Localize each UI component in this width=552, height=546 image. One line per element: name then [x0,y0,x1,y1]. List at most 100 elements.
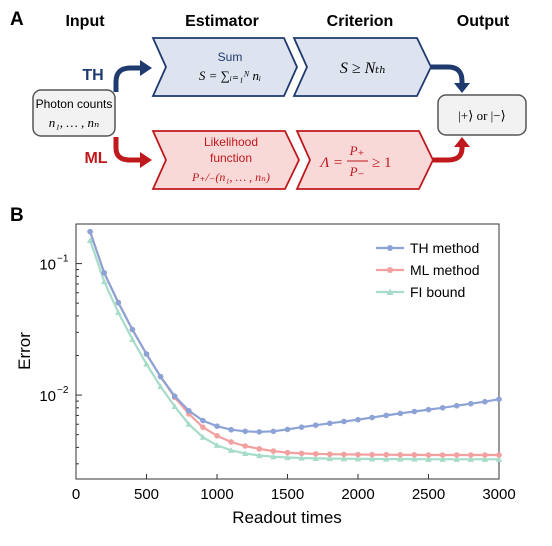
data-point [495,456,503,462]
data-point [411,452,418,458]
th-estimator-chevron [151,37,298,97]
th-output-arrowhead [454,83,470,93]
data-point [341,451,347,458]
data-point [256,452,263,459]
data-point [312,455,319,461]
th-input-arrow [113,65,142,92]
data-point [383,412,390,419]
series-layer [86,228,503,462]
data-point [200,424,206,430]
data-point [312,451,319,457]
ml-estimator-line2: function [210,151,252,165]
data-point [256,446,263,452]
data-point [439,452,446,458]
y-tick-label: 10 [39,388,56,405]
data-point [383,451,390,458]
data-point [411,408,418,415]
data-point [482,452,488,458]
data-point [270,453,277,460]
ml-criterion-rhs: ≥ 1 [372,155,391,171]
ml-criterion-den: P₋ [349,164,365,179]
x-axis-label: Readout times [232,508,342,527]
y-tick-exponent: −1 [57,254,69,265]
legend-marker [386,288,394,295]
th-criterion-text: S ≥ Nₜₕ [340,60,386,77]
y-tick-exponent: −2 [57,385,69,396]
data-point [453,452,460,458]
data-point [368,455,376,462]
legend-label: FI bound [410,284,465,300]
data-point [129,326,136,333]
ml-label: ML [84,150,107,167]
x-tick-label: 1000 [200,486,233,503]
data-point [425,456,432,462]
data-point [284,454,291,461]
data-point [355,416,361,423]
data-point [115,299,122,306]
data-point [228,439,234,445]
data-point [340,455,348,462]
ml-input-arrow [113,137,142,163]
data-point [496,396,502,403]
x-tick-label: 1500 [271,486,304,503]
data-point [199,434,207,440]
x-tick-label: 0 [72,486,80,503]
data-point [397,455,404,462]
data-point [284,449,291,456]
data-point [185,421,192,427]
panel-b-label: B [10,205,24,226]
data-point [327,451,333,458]
th-estimator-formula: S = ∑ᵢ₌₁ᴺ nᵢ [199,68,261,83]
ml-output-arrowhead [454,137,470,147]
series-line [89,240,499,461]
data-point [298,450,305,457]
data-point [242,450,249,456]
data-point [284,426,291,433]
data-point [411,455,418,462]
header-criterion: Criterion [327,13,394,30]
legend: TH method ML method FI bound [376,240,480,300]
th-criterion-chevron [292,37,432,97]
data-point [425,406,432,413]
data-point [213,442,221,448]
data-point [481,456,489,462]
input-box-line1: Photon counts [36,97,113,111]
data-point [200,417,206,424]
ml-estimator-chevron [151,130,300,190]
x-tick-label: 2500 [412,486,445,503]
data-point [157,373,164,380]
data-point [341,418,347,425]
header-output: Output [457,13,510,30]
th-label: TH [82,67,103,84]
data-point [467,456,474,462]
data-point [256,429,263,435]
data-point [453,402,460,409]
ml-estimator-line1: Likelihood [204,135,258,149]
output-box-text: |+⟩ or |−⟩ [458,108,505,123]
data-point [214,433,220,439]
data-point [270,428,277,435]
data-point [327,420,333,427]
ml-output-arrow [433,146,465,163]
legend-label: ML method [410,262,480,278]
data-point [214,423,220,429]
data-point [369,414,375,421]
data-point [186,407,192,414]
data-point [115,309,122,316]
legend-marker [387,245,393,251]
panel-a-label: A [10,9,24,30]
th-input-arrowhead [140,60,152,76]
data-point [496,452,502,458]
data-point [482,398,488,405]
data-point [298,454,305,461]
data-point [397,452,404,458]
data-point [312,422,319,429]
ml-criterion-chevron [295,130,434,190]
data-point [227,447,235,453]
y-axis-label: Error [15,332,34,370]
data-point [171,403,178,409]
data-point [228,426,234,433]
data-point [157,383,164,390]
